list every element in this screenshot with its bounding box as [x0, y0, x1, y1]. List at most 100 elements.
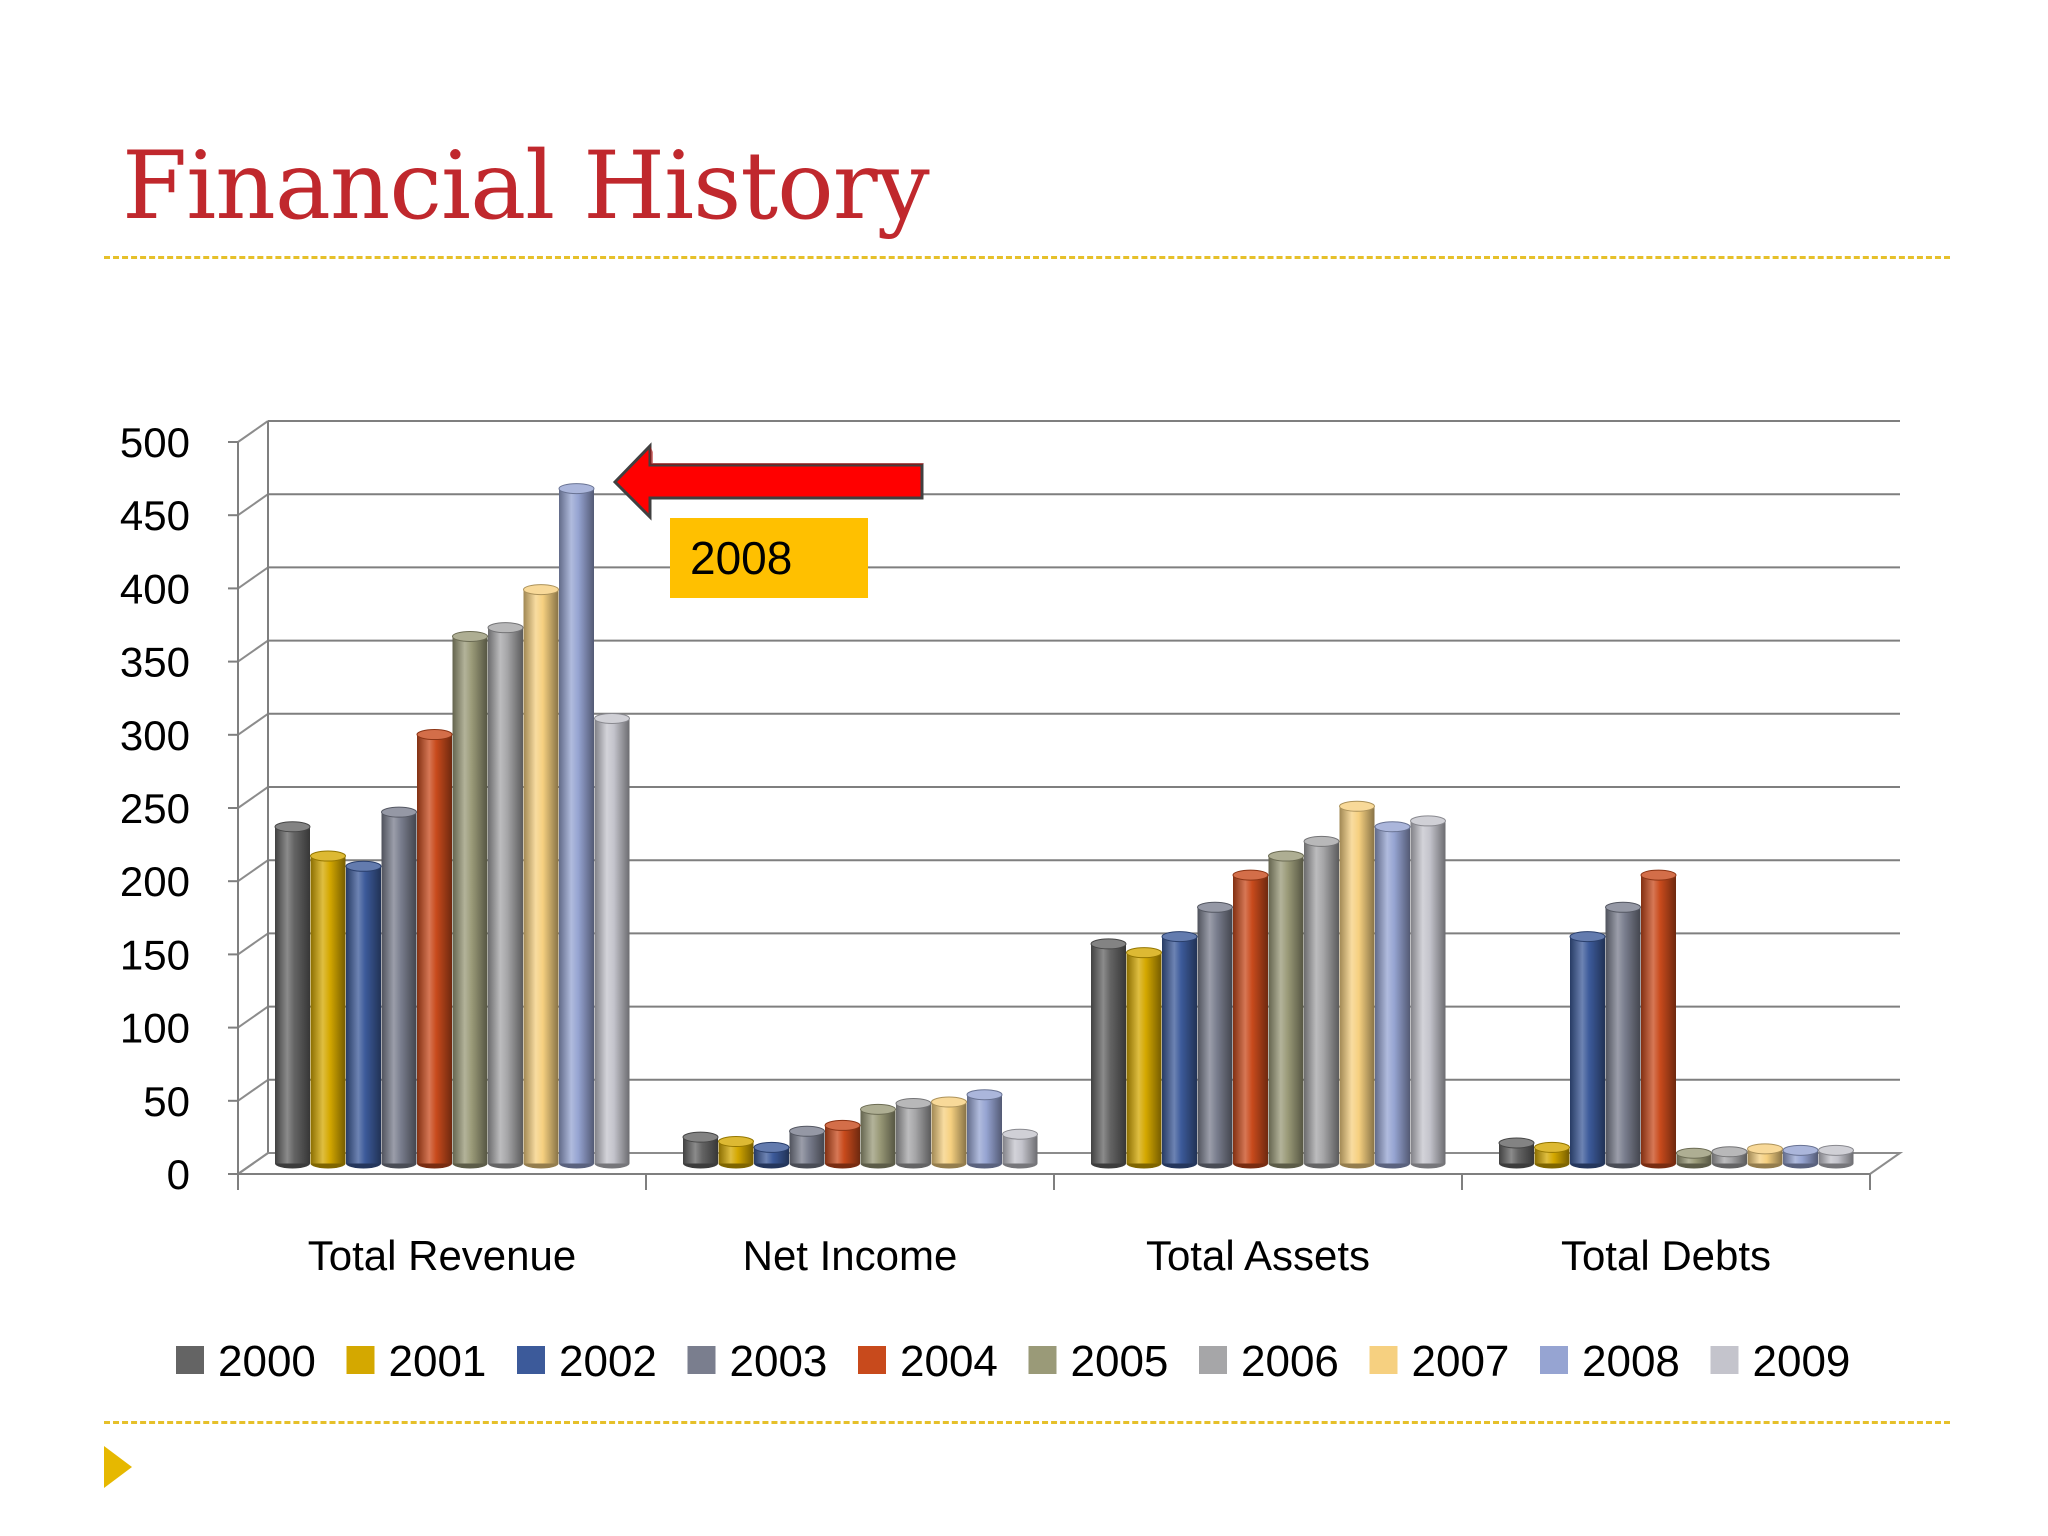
legend-item: 2009	[1710, 1337, 1850, 1386]
bar	[594, 712, 630, 1169]
bottom-divider	[104, 1421, 1950, 1424]
bar-cap	[1126, 947, 1162, 959]
legend-swatch	[687, 1346, 716, 1374]
red-arrow-icon	[612, 442, 924, 521]
bar-body	[1570, 936, 1605, 1164]
legend-label: 2003	[730, 1337, 828, 1386]
bar-body	[1641, 875, 1676, 1164]
bar	[523, 584, 559, 1169]
bar-cap	[1711, 1146, 1748, 1158]
bar-cap	[966, 1089, 1003, 1101]
y-tick-label: 100	[120, 1005, 190, 1052]
bar	[274, 821, 311, 1169]
bar-body	[346, 866, 381, 1164]
y-tick-label: 0	[167, 1151, 190, 1198]
y-tick-label: 350	[120, 639, 190, 686]
chart-legend: 2000 2001 2002 2003 2004 2005 2006 2007 2008 2009	[176, 1337, 1850, 1386]
bar-body	[860, 1109, 896, 1164]
legend-item: 2005	[1028, 1337, 1169, 1386]
bar-body	[1197, 907, 1233, 1164]
bar-cap	[558, 483, 595, 495]
bar-cap	[1268, 850, 1304, 862]
bar	[789, 1125, 825, 1169]
top-divider	[104, 256, 1950, 259]
bar	[824, 1119, 861, 1169]
grid-diagonal	[237, 566, 269, 590]
bar-body	[1162, 936, 1197, 1164]
slide-title: Financial History	[122, 132, 930, 241]
legend-swatch	[858, 1346, 886, 1374]
legend-label: 2008	[1582, 1337, 1680, 1386]
bar-cap	[416, 729, 453, 741]
bar	[860, 1103, 896, 1169]
bar	[416, 729, 453, 1169]
bar	[1161, 931, 1198, 1169]
bar	[310, 850, 346, 1169]
legend-item: 2006	[1199, 1337, 1339, 1386]
grid-diagonal	[237, 493, 269, 517]
bar	[931, 1096, 967, 1169]
legend-swatch	[517, 1346, 545, 1374]
grid-diagonal	[237, 639, 269, 663]
bar-cap	[1339, 800, 1375, 812]
bar-body	[1233, 875, 1268, 1164]
bar	[1374, 821, 1411, 1169]
annotation-label: 2008	[670, 518, 868, 598]
legend-label: 2001	[389, 1337, 487, 1386]
grid-diagonal	[237, 1078, 269, 1102]
bar	[1640, 869, 1677, 1169]
bar	[1747, 1143, 1783, 1169]
bar	[1711, 1146, 1748, 1169]
bar-cap	[523, 584, 559, 596]
legend-item: 2008	[1540, 1337, 1680, 1386]
legend-swatch	[1369, 1346, 1398, 1374]
category-label: Net Income	[743, 1232, 958, 1279]
bar	[558, 483, 595, 1169]
bar	[452, 630, 488, 1169]
bar	[1676, 1147, 1712, 1169]
bar	[1569, 931, 1606, 1169]
bar-cap	[1410, 815, 1446, 827]
bar-cap	[895, 1097, 932, 1109]
bar	[1268, 850, 1304, 1169]
bar	[1534, 1141, 1570, 1169]
bar	[1232, 869, 1269, 1169]
legend-label: 2000	[218, 1337, 316, 1386]
bar	[1197, 901, 1233, 1169]
bar	[1498, 1137, 1535, 1169]
legend-item: 2004	[858, 1337, 998, 1386]
bar-body	[1268, 856, 1304, 1164]
bar-cap	[682, 1131, 719, 1143]
arrow-shade	[650, 446, 924, 465]
bar-cap	[1676, 1147, 1712, 1159]
legend-label: 2007	[1412, 1337, 1510, 1386]
bar-cap	[1374, 821, 1411, 833]
legend-item: 2000	[176, 1337, 316, 1386]
legend-item: 2001	[346, 1337, 487, 1386]
bar-body	[825, 1125, 860, 1164]
bar-cap	[1569, 931, 1606, 943]
annotation-arrow	[612, 442, 924, 521]
bar-cap	[824, 1119, 861, 1131]
bar-body	[1410, 820, 1446, 1164]
y-tick-label: 150	[120, 931, 190, 978]
bar	[682, 1131, 719, 1169]
bar-body	[967, 1094, 1002, 1164]
bar-body	[1712, 1151, 1747, 1164]
bar-cap	[381, 806, 417, 818]
bar	[966, 1089, 1003, 1169]
legend-item: 2003	[687, 1337, 828, 1386]
bar-cap	[345, 860, 382, 872]
bar	[1410, 815, 1446, 1169]
bar-cap	[1303, 835, 1340, 847]
legend-item: 2002	[517, 1337, 657, 1386]
bar-cap	[1498, 1137, 1535, 1149]
y-axis: 0 50 100 150 200 250 300 350 400 450 500	[120, 419, 239, 1198]
bar	[1605, 901, 1641, 1169]
bar-body	[931, 1102, 967, 1164]
legend-label: 2005	[1071, 1337, 1169, 1386]
bar	[345, 860, 382, 1169]
bar-body	[417, 734, 452, 1164]
bar-cap	[931, 1096, 967, 1108]
